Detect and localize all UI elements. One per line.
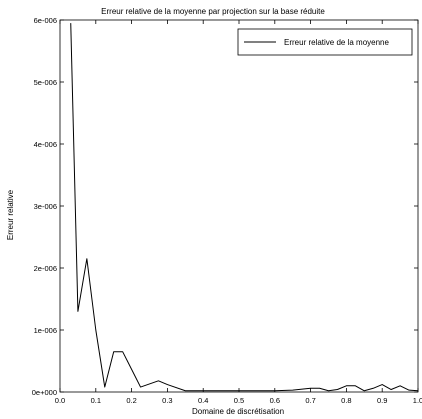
x-axis-title: Domaine de discrétisation [192, 407, 284, 416]
y-tick-label: 6e-006 [34, 16, 57, 25]
series-group [70, 23, 419, 392]
legend: Erreur relative de la moyenne [237, 28, 413, 56]
y-tick-label: 5e-006 [34, 78, 57, 87]
x-tick-label: 0.2 [126, 396, 136, 405]
chart-title: Erreur relative de la moyenne par projec… [101, 7, 325, 16]
x-tick-label: 0.0 [55, 396, 65, 405]
legend-label: Erreur relative de la moyenne [284, 38, 389, 47]
y-tick-label: 1e-006 [34, 326, 57, 335]
y-tick-label: 2e-006 [34, 264, 57, 273]
plot-area-border [59, 19, 419, 393]
y-axis-title: Erreur relative [6, 189, 15, 240]
x-tick-label: 0.4 [198, 396, 208, 405]
plot-frame [59, 19, 419, 393]
y-tick-label: 0e+000 [32, 388, 57, 397]
x-tick-label: 0.1 [91, 396, 101, 405]
y-tick-label: 3e-006 [34, 202, 57, 211]
y-tick-label: 4e-006 [34, 140, 57, 149]
series-line [70, 23, 419, 392]
x-tick-label: 0.8 [341, 396, 351, 405]
x-tick-label: 0.3 [162, 396, 172, 405]
x-tick-label: 0.5 [234, 396, 244, 405]
x-tick-label: 0.7 [305, 396, 315, 405]
x-tick-label: 0.9 [377, 396, 387, 405]
x-tick-label: 0.6 [270, 396, 280, 405]
x-axis-ticks: 0.0 0.1 0.2 0.3 0.4 0.5 0.6 0.7 0.8 0.9 1.0 [55, 20, 422, 405]
y-axis-ticks: 0e+000 1e-006 2e-006 3e-006 4e-006 5e-006 6e-0… [32, 16, 418, 397]
x-tick-label: 1.0 [413, 396, 422, 405]
